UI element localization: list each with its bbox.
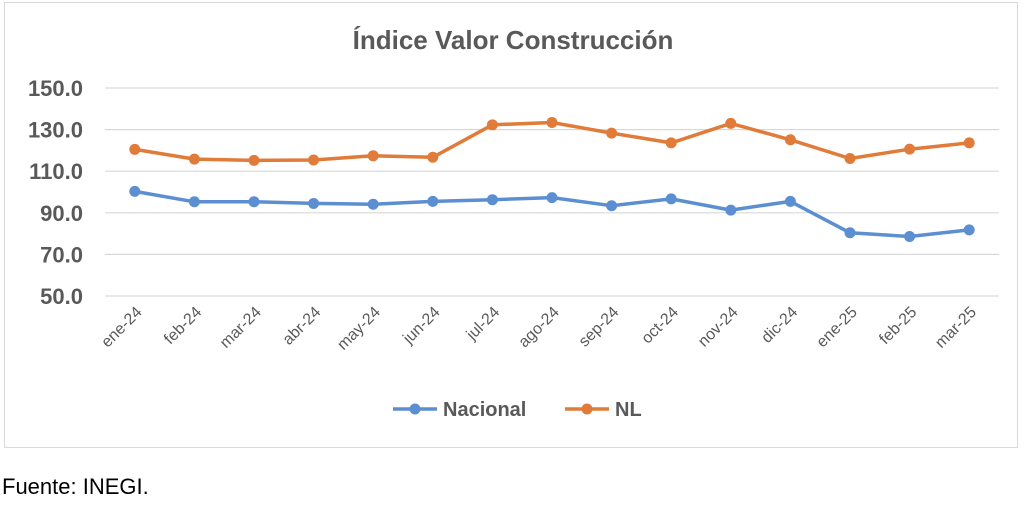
- legend: Nacional NL: [393, 399, 642, 421]
- data-point: [546, 117, 558, 129]
- x-tick-label: sep-24: [576, 304, 623, 351]
- data-point: [904, 143, 916, 155]
- x-tick-label: mar-25: [932, 304, 980, 352]
- data-point: [725, 204, 737, 216]
- data-point: [963, 137, 975, 149]
- x-tick-label: jun-24: [399, 304, 443, 348]
- data-point: [665, 193, 677, 205]
- legend-label: Nacional: [443, 399, 526, 421]
- x-tick-label: dic-24: [758, 304, 801, 347]
- series-layer: [129, 117, 975, 243]
- legend-item: Nacional: [393, 399, 526, 421]
- line-chart: Índice Valor Construcción 150.0 130.0 110.…: [28, 25, 999, 421]
- legend-label: NL: [615, 399, 642, 421]
- data-point: [904, 231, 916, 243]
- data-point: [546, 192, 558, 204]
- data-point: [486, 194, 498, 206]
- x-tick-label: oct-24: [639, 304, 683, 348]
- x-tick-label: may-24: [334, 304, 384, 354]
- chart-title: Índice Valor Construcción: [353, 25, 674, 55]
- x-axis-ticks: ene-24 feb-24 mar-24 abr-24 may-24 jun-24 jul-…: [98, 304, 980, 354]
- source-note: Fuente: INEGI.: [2, 474, 149, 499]
- x-tick-label: mar-24: [217, 304, 265, 352]
- y-tick-label: 50.0: [40, 284, 83, 309]
- data-point: [606, 200, 618, 212]
- data-point: [486, 119, 498, 131]
- data-point: [367, 198, 379, 210]
- x-tick-label: feb-24: [161, 304, 205, 348]
- y-tick-label: 130.0: [28, 118, 83, 143]
- data-point: [784, 134, 796, 146]
- data-point: [784, 195, 796, 207]
- y-axis-ticks: 150.0 130.0 110.0 90.0 70.0 50.0: [28, 76, 83, 309]
- data-point: [844, 227, 856, 239]
- data-point: [963, 224, 975, 236]
- y-tick-label: 70.0: [40, 242, 83, 267]
- data-point: [427, 195, 439, 207]
- series-nacional: [129, 185, 975, 243]
- data-point: [367, 150, 379, 162]
- legend-swatch-marker: [409, 403, 421, 415]
- data-point: [188, 196, 200, 208]
- data-point: [129, 185, 141, 197]
- y-tick-label: 110.0: [29, 159, 83, 184]
- chart-frame: Índice Valor Construcción 150.0 130.0 110.…: [4, 2, 1018, 448]
- data-point: [844, 153, 856, 165]
- data-point: [308, 154, 320, 166]
- legend-item: NL: [565, 399, 642, 421]
- series-line: [134, 120, 970, 163]
- data-point: [248, 154, 260, 166]
- x-tick-label: jul-24: [463, 304, 503, 344]
- data-point: [725, 117, 737, 129]
- y-tick-label: 150.0: [28, 76, 83, 101]
- data-point: [188, 153, 200, 165]
- x-tick-label: feb-25: [876, 304, 920, 348]
- legend-swatch-marker: [581, 403, 593, 415]
- y-tick-label: 90.0: [40, 201, 83, 226]
- x-tick-label: nov-24: [695, 304, 742, 351]
- data-point: [427, 151, 439, 163]
- data-point: [606, 127, 618, 139]
- x-tick-label: abr-24: [280, 304, 325, 349]
- gridlines: [105, 87, 999, 297]
- data-point: [665, 137, 677, 149]
- x-tick-label: ene-25: [814, 304, 861, 351]
- data-point: [308, 197, 320, 209]
- data-point: [248, 196, 260, 208]
- data-point: [129, 143, 141, 155]
- x-tick-label: ago-24: [516, 304, 563, 351]
- series-nl: [129, 117, 975, 166]
- x-tick-label: ene-24: [98, 304, 145, 351]
